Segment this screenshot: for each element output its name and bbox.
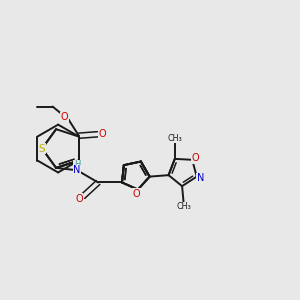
Text: O: O — [61, 112, 68, 122]
Text: CH₃: CH₃ — [176, 202, 191, 211]
Text: O: O — [133, 189, 140, 199]
Text: O: O — [75, 194, 83, 204]
Text: N: N — [74, 165, 81, 175]
Text: O: O — [192, 153, 200, 163]
Text: S: S — [39, 143, 45, 154]
Text: N: N — [196, 173, 204, 183]
Text: H: H — [74, 160, 80, 169]
Text: O: O — [98, 129, 106, 139]
Text: CH₃: CH₃ — [167, 134, 182, 143]
